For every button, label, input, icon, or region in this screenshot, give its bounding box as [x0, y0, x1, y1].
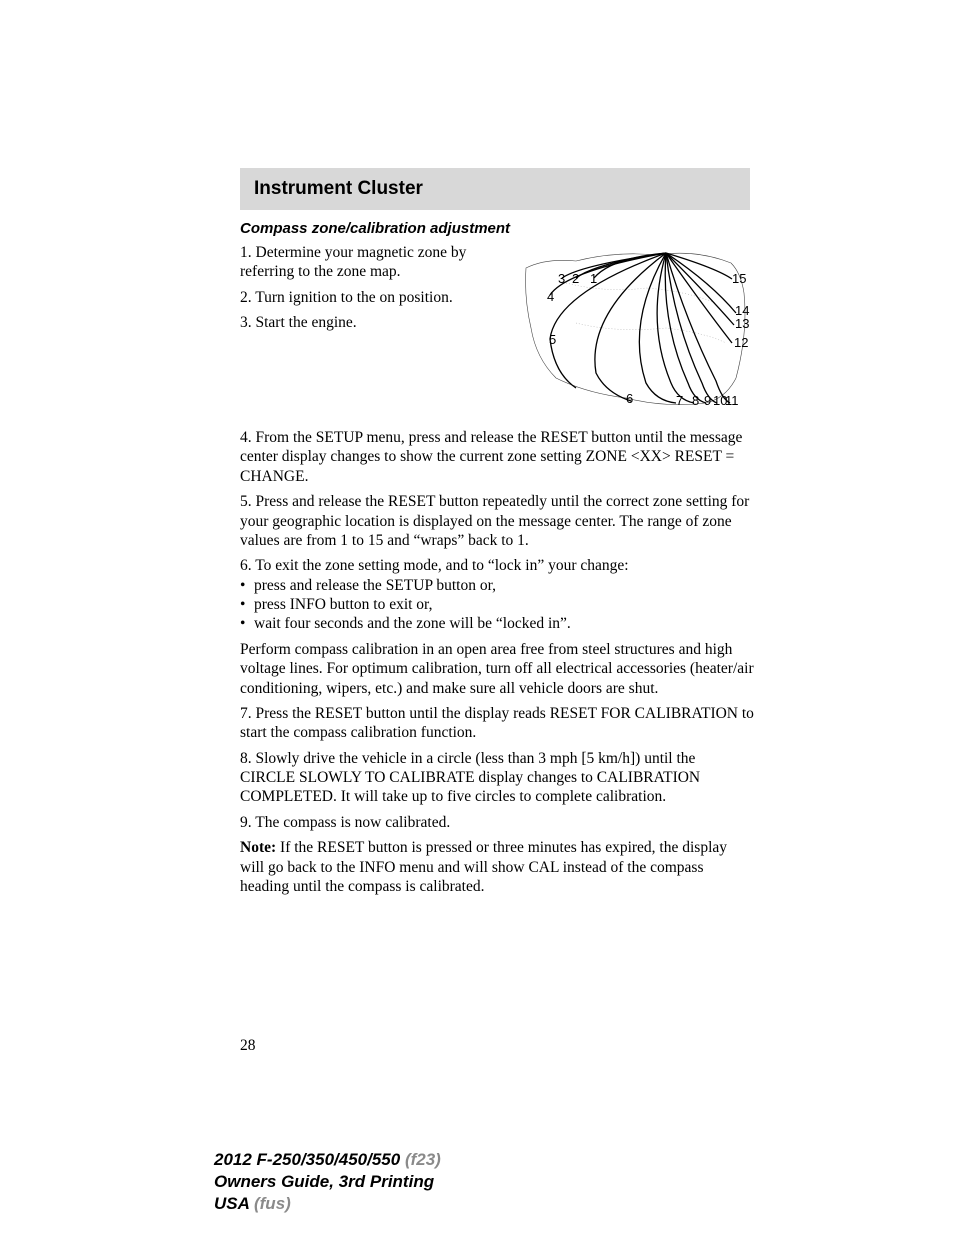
zone-label-5: 5 — [549, 332, 556, 347]
note-paragraph: Note: If the RESET button is pressed or … — [240, 838, 754, 896]
note-text: If the RESET button is pressed or three … — [240, 839, 727, 895]
step-6-bullet-3: • wait four seconds and the zone will be… — [240, 614, 754, 633]
section-header-bar: Instrument Cluster — [240, 168, 750, 210]
zone-label-14: 14 — [735, 303, 749, 318]
step-8: 8. Slowly drive the vehicle in a circle … — [240, 749, 754, 807]
zone-label-12: 12 — [734, 335, 748, 350]
footer-line-3: USA (fus) — [214, 1193, 441, 1215]
step-6-bullet-2: • press INFO button to exit or, — [240, 595, 754, 614]
footer-region-code: (fus) — [249, 1194, 291, 1213]
interior-line — [566, 283, 716, 303]
step-7: 7. Press the RESET button until the disp… — [240, 704, 754, 743]
zone-label-6: 6 — [626, 391, 633, 406]
step-3: 3. Start the engine. — [240, 313, 502, 332]
step-6-bullet-1: • press and release the SETUP button or, — [240, 576, 754, 595]
bullet-text: press and release the SETUP button or, — [254, 576, 496, 595]
zone-label-7: 7 — [676, 393, 683, 408]
zone-map: 1 2 3 4 5 6 7 8 9 10 11 12 13 14 15 — [516, 243, 750, 418]
zone-label-3: 3 — [558, 271, 565, 286]
interior-line-2 — [576, 323, 726, 343]
footer-code: (f23) — [400, 1150, 441, 1169]
step-9: 9. The compass is now calibrated. — [240, 813, 754, 832]
bullet-text: wait four seconds and the zone will be “… — [254, 614, 571, 633]
zone-label-4: 4 — [547, 289, 554, 304]
top-content-row: 1. Determine your magnetic zone by refer… — [240, 243, 754, 418]
footer-region: USA — [214, 1194, 249, 1213]
subsection-heading: Compass zone/calibration adjustment — [240, 220, 754, 237]
step-6: 6. To exit the zone setting mode, and to… — [240, 556, 754, 575]
zone-label-1: 1 — [590, 271, 597, 286]
manual-page: Instrument Cluster Compass zone/calibrat… — [0, 0, 954, 1235]
bullet-icon: • — [240, 614, 254, 633]
section-title: Instrument Cluster — [254, 178, 736, 200]
bullet-text: press INFO button to exit or, — [254, 595, 432, 614]
zone-label-15: 15 — [732, 271, 746, 286]
bullet-icon: • — [240, 576, 254, 595]
zone-map-svg: 1 2 3 4 5 6 7 8 9 10 11 12 13 14 15 — [516, 243, 750, 413]
zone-label-2: 2 — [572, 271, 579, 286]
step-5: 5. Press and release the RESET button re… — [240, 492, 754, 550]
footer-line-2: Owners Guide, 3rd Printing — [214, 1171, 441, 1193]
page-number: 28 — [240, 1037, 256, 1055]
zone-label-9: 9 — [704, 393, 711, 408]
footer-block: 2012 F-250/350/450/550 (f23) Owners Guid… — [214, 1149, 441, 1215]
step-2: 2. Turn ignition to the on position. — [240, 288, 502, 307]
step-4: 4. From the SETUP menu, press and releas… — [240, 428, 754, 486]
step-1: 1. Determine your magnetic zone by refer… — [240, 243, 502, 282]
note-label: Note: — [240, 839, 276, 856]
bullet-icon: • — [240, 595, 254, 614]
zone-label-11: 11 — [725, 393, 739, 408]
footer-model: 2012 F-250/350/450/550 — [214, 1150, 400, 1169]
footer-line-1: 2012 F-250/350/450/550 (f23) — [214, 1149, 441, 1171]
calibration-instructions: Perform compass calibration in an open a… — [240, 640, 754, 698]
zone-label-13: 13 — [735, 316, 749, 331]
intro-steps-column: 1. Determine your magnetic zone by refer… — [240, 243, 502, 418]
zone-label-8: 8 — [692, 393, 699, 408]
